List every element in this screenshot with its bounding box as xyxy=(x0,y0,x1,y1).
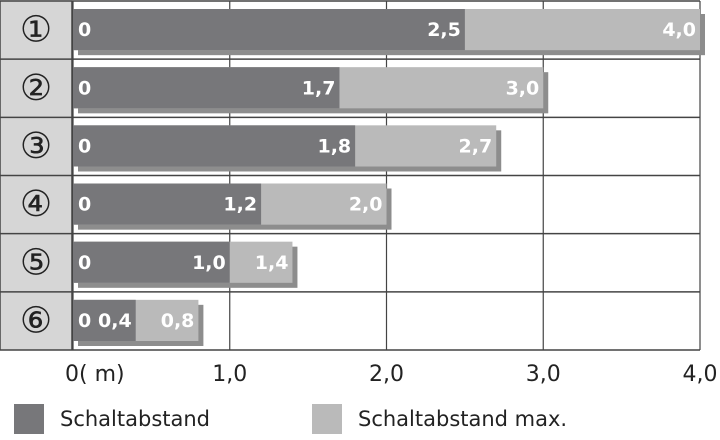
x-tick-label: 0( m) xyxy=(65,362,125,387)
value-label: 2,5 xyxy=(427,19,461,41)
value-label: 1,2 xyxy=(223,194,257,216)
legend-swatch xyxy=(14,404,44,434)
bar-start-label: 0 xyxy=(78,252,91,274)
category-label: ③ xyxy=(20,126,52,167)
x-tick-label: 2,0 xyxy=(369,362,404,387)
category-label: ① xyxy=(20,10,52,51)
bar-start-label: 0 xyxy=(78,135,91,157)
bar-start-label: 0 xyxy=(78,77,91,99)
value-label: 1,7 xyxy=(302,77,336,99)
value-label: 1,8 xyxy=(317,135,351,157)
legend-label: Schaltabstand max. xyxy=(358,407,567,431)
bar xyxy=(73,183,262,225)
x-tick-label: 4,0 xyxy=(683,362,718,387)
value-label: 1,4 xyxy=(255,252,289,274)
value-label: 4,0 xyxy=(662,19,696,41)
bar xyxy=(73,9,465,51)
bar xyxy=(73,299,136,341)
value-label: 1,0 xyxy=(192,252,226,274)
value-label: 2,7 xyxy=(459,135,493,157)
bar xyxy=(73,67,340,109)
bar xyxy=(73,241,230,283)
category-label: ② xyxy=(20,68,52,109)
value-label: 0,4 xyxy=(98,310,132,332)
value-label: 0,8 xyxy=(161,310,195,332)
value-label: 2,0 xyxy=(349,194,383,216)
value-label: 3,0 xyxy=(506,77,540,99)
legend-label: Schaltabstand xyxy=(60,407,210,431)
legend-swatch xyxy=(312,404,342,434)
bar-start-label: 0 xyxy=(78,310,91,332)
bar-start-label: 0 xyxy=(78,19,91,41)
category-label: ⑤ xyxy=(20,242,52,283)
bar-start-label: 0 xyxy=(78,194,91,216)
x-tick-label: 3,0 xyxy=(526,362,561,387)
bar xyxy=(73,125,356,167)
x-tick-label: 1,0 xyxy=(212,362,247,387)
category-label: ⑥ xyxy=(20,300,52,341)
category-label: ④ xyxy=(20,184,52,225)
